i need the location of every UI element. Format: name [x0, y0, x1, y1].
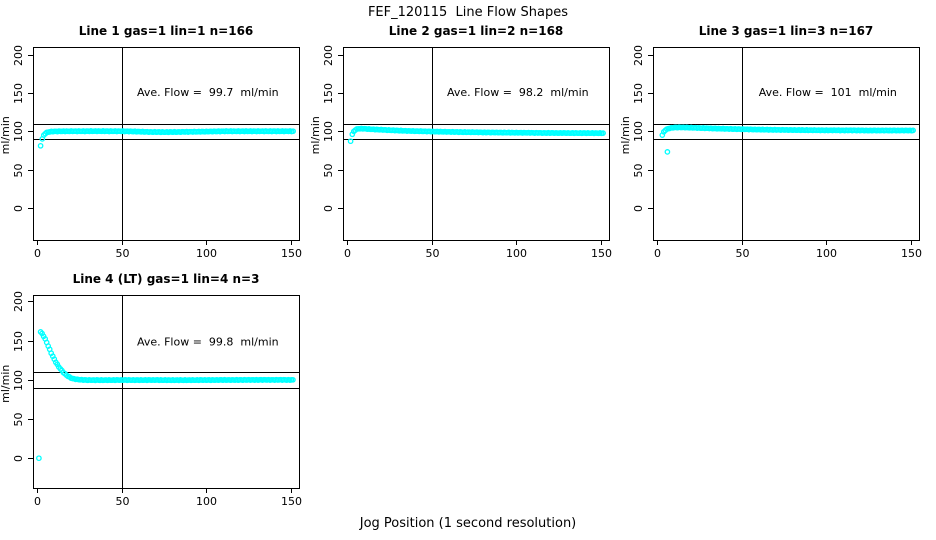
x-tick-label: 150: [901, 247, 922, 260]
y-tick-label: 50: [12, 413, 25, 427]
y-tick-label: 150: [12, 331, 25, 352]
y-tick-label: 200: [12, 291, 25, 312]
plot-box: [33, 47, 300, 241]
x-tick-label: 100: [816, 247, 837, 260]
y-axis-title: ml/min: [0, 116, 12, 154]
ave-flow-annotation: Ave. Flow = 99.8 ml/min: [137, 335, 279, 348]
x-tick-label: 0: [34, 247, 41, 260]
plot-box: [343, 47, 610, 241]
x-tick-label: 50: [426, 247, 440, 260]
y-tick-label: 0: [12, 455, 25, 462]
y-axis: 0 50 100 150 200: [12, 45, 33, 212]
y-axis-title: ml/min: [0, 365, 12, 403]
data-points: [347, 125, 606, 145]
data-points: [37, 128, 296, 149]
panel-line-3: Line 3 gas=1 lin=3 n=167 0 50 100 150 0 50 100 1…: [619, 24, 922, 260]
ave-flow-annotation: Ave. Flow = 99.7 ml/min: [137, 86, 279, 99]
y-axis: 0 50 100 150 200: [322, 45, 343, 212]
x-axis: 0 50 100 150: [654, 240, 922, 260]
plot-box: [653, 47, 920, 241]
y-tick-label: 200: [12, 45, 25, 66]
data-points: [659, 124, 916, 155]
ave-flow-annotation: Ave. Flow = 98.2 ml/min: [447, 86, 589, 99]
ave-flow-annotation: Ave. Flow = 101 ml/min: [759, 86, 897, 99]
panel-line-2: Line 2 gas=1 lin=2 n=168 0 50 100 150 0 50 100 1…: [309, 24, 612, 260]
y-tick-label: 50: [322, 164, 335, 178]
y-axis: 0 50 100 150 200: [632, 45, 653, 212]
y-tick-label: 100: [12, 370, 25, 391]
panel-title: Line 1 gas=1 lin=1 n=166: [79, 24, 254, 38]
x-tick-label: 150: [281, 495, 302, 508]
x-tick-label: 50: [116, 247, 130, 260]
x-axis: 0 50 100 150: [34, 240, 302, 260]
x-tick-label: 0: [654, 247, 661, 260]
panel-title: Line 2 gas=1 lin=2 n=168: [389, 24, 564, 38]
y-tick-label: 150: [322, 83, 335, 104]
x-tick-label: 50: [736, 247, 750, 260]
y-tick-label: 150: [12, 83, 25, 104]
y-tick-label: 100: [632, 121, 645, 142]
y-tick-label: 50: [632, 164, 645, 178]
panel-title: Line 3 gas=1 lin=3 n=167: [699, 24, 874, 38]
panel-title: Line 4 (LT) gas=1 lin=4 n=3: [73, 272, 260, 286]
y-tick-label: 100: [12, 121, 25, 142]
y-tick-label: 100: [322, 121, 335, 142]
x-tick-label: 100: [196, 495, 217, 508]
plot-box: [33, 295, 300, 489]
x-tick-label: 0: [344, 247, 351, 260]
reference-lines: [343, 47, 609, 240]
x-tick-label: 50: [116, 495, 130, 508]
reference-lines: [33, 47, 299, 240]
y-tick-label: 150: [632, 83, 645, 104]
x-tick-label: 0: [34, 495, 41, 508]
y-tick-label: 50: [12, 164, 25, 178]
reference-lines: [653, 47, 919, 240]
y-axis-title: ml/min: [619, 116, 632, 154]
x-tick-label: 150: [591, 247, 612, 260]
y-tick-label: 200: [632, 45, 645, 66]
x-axis: 0 50 100 150: [34, 488, 302, 508]
y-axis-title: ml/min: [309, 116, 322, 154]
x-tick-label: 150: [281, 247, 302, 260]
x-axis-label: Jog Position (1 second resolution): [359, 516, 577, 531]
y-tick-label: 0: [632, 205, 645, 212]
x-axis: 0 50 100 150: [344, 240, 612, 260]
panel-line-4: Line 4 (LT) gas=1 lin=4 n=3 0 50 100 150 0 50 1…: [0, 272, 302, 508]
reference-lines: [33, 295, 299, 488]
x-tick-label: 100: [196, 247, 217, 260]
y-tick-label: 0: [12, 205, 25, 212]
y-axis: 0 50 100 150 200: [12, 291, 33, 462]
data-points: [36, 329, 296, 462]
x-tick-label: 100: [506, 247, 527, 260]
main-title: FEF_120115 Line Flow Shapes: [367, 5, 569, 20]
y-tick-label: 200: [322, 45, 335, 66]
panel-line-1: Line 1 gas=1 lin=1 n=166 0 50 100 150 0 50 100 1…: [0, 24, 302, 260]
y-tick-label: 0: [322, 205, 335, 212]
